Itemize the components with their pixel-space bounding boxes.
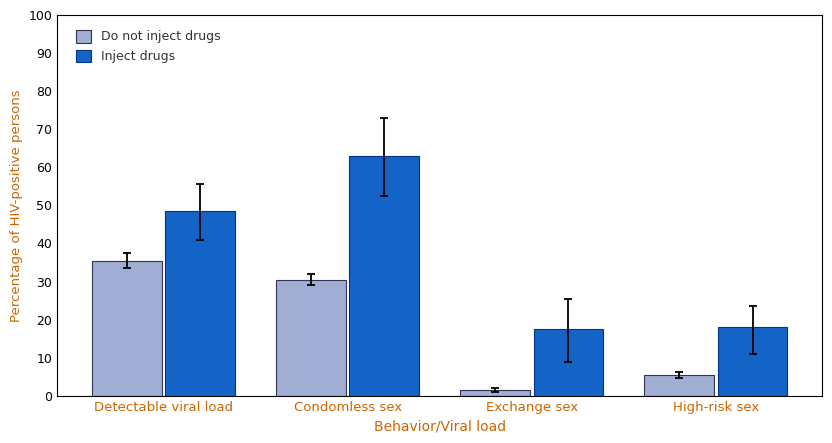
Bar [276,280,346,396]
Bar [533,329,603,396]
Bar [349,156,419,396]
X-axis label: Behavior/Viral load: Behavior/Viral load [374,419,506,433]
Bar [644,375,714,396]
Y-axis label: Percentage of HIV-positive persons: Percentage of HIV-positive persons [10,89,22,322]
Legend: Do not inject drugs, Inject drugs: Do not inject drugs, Inject drugs [71,25,225,68]
Bar [166,211,235,396]
Bar [92,260,161,396]
Bar [460,390,530,396]
Bar [717,327,788,396]
